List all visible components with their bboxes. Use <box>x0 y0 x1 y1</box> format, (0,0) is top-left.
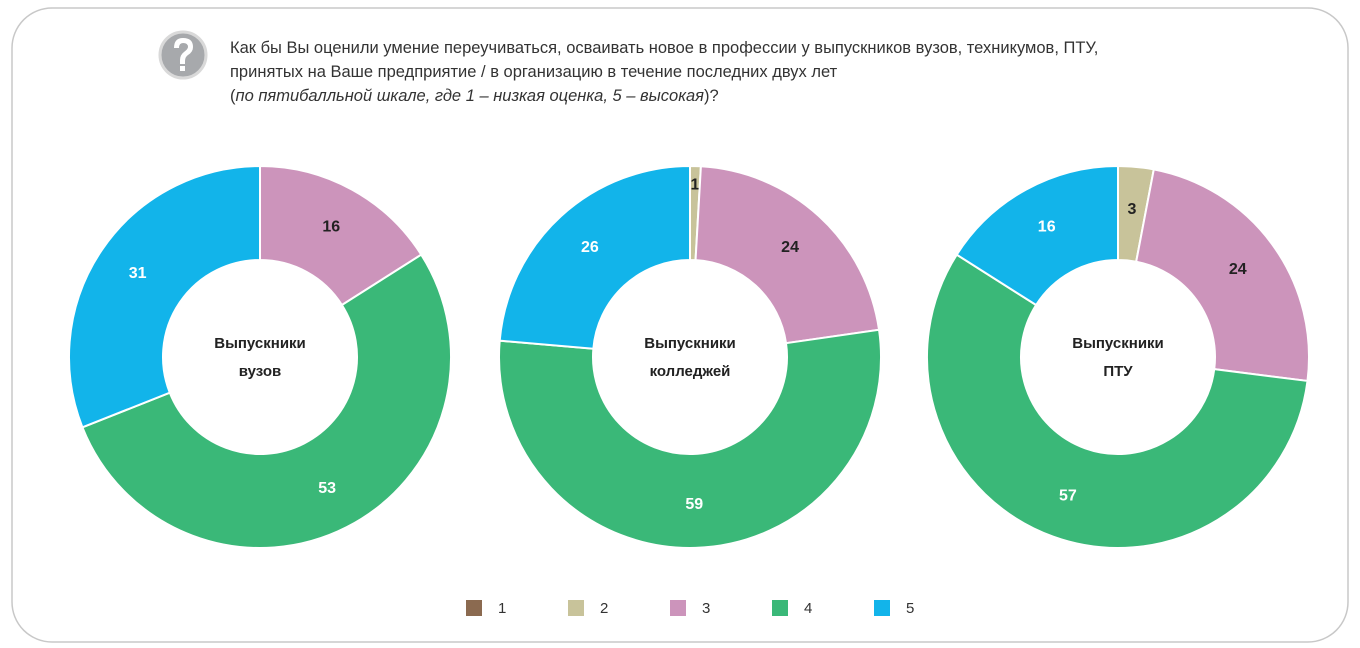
question-text: Как бы Вы оценили умение переучиваться, … <box>230 39 1099 81</box>
legend-swatch <box>670 600 686 616</box>
slice <box>498 328 882 549</box>
question: Как бы Вы оценили умение переучиваться, … <box>230 36 1110 108</box>
question-open: ( <box>230 87 236 105</box>
legend-swatch <box>772 600 788 616</box>
center-label: ПТУ <box>1103 363 1133 380</box>
legend-label: 5 <box>906 600 914 617</box>
center-label: Выпускники <box>1072 335 1164 352</box>
data-label: 1 <box>690 176 699 193</box>
center-label: колледжей <box>650 363 731 380</box>
data-label: 59 <box>685 496 703 513</box>
legend-label: 1 <box>498 600 506 617</box>
question-note: по пятибалльной шкале, где 1 – низкая оц… <box>235 87 705 105</box>
legend-swatch <box>466 600 482 616</box>
center-label: Выпускники <box>214 335 306 352</box>
legend-label: 2 <box>600 600 608 617</box>
slice <box>1135 168 1310 383</box>
center-label: вузов <box>239 363 281 380</box>
data-label: 16 <box>1038 219 1056 236</box>
data-label: 57 <box>1059 487 1077 504</box>
legend-swatch <box>874 600 890 616</box>
data-label: 26 <box>581 239 599 256</box>
slice <box>926 253 1309 549</box>
legend-label: 3 <box>702 600 710 617</box>
slice <box>498 164 691 350</box>
data-label: 24 <box>1229 261 1247 278</box>
slice <box>259 164 423 307</box>
data-label: 16 <box>322 219 340 236</box>
data-label: 53 <box>318 480 336 497</box>
slice <box>955 164 1119 307</box>
center-label: Выпускники <box>644 335 736 352</box>
question-close: )? <box>704 87 719 105</box>
slice <box>694 165 881 345</box>
slice <box>68 164 261 429</box>
legend-label: 4 <box>804 600 812 617</box>
slice <box>81 253 452 549</box>
data-label: 31 <box>129 265 147 282</box>
data-label: 24 <box>781 239 799 256</box>
question-mark <box>174 38 193 71</box>
data-label: 3 <box>1127 201 1136 218</box>
legend-swatch <box>568 600 584 616</box>
